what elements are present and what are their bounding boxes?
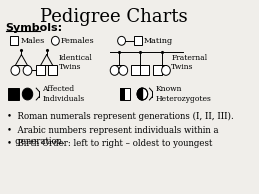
Circle shape [23,65,32,75]
Text: •  Arabic numbers represent individuals within a
   generation.: • Arabic numbers represent individuals w… [7,126,218,146]
FancyBboxPatch shape [134,36,142,45]
Text: Known
Heterozygotes: Known Heterozygotes [155,85,211,103]
FancyBboxPatch shape [153,65,162,75]
Text: Symbols:: Symbols: [6,23,63,33]
FancyBboxPatch shape [48,65,57,75]
FancyBboxPatch shape [36,65,45,75]
Polygon shape [137,88,142,100]
FancyBboxPatch shape [131,65,140,75]
Text: Mating: Mating [143,37,172,45]
Text: Identical
Twins: Identical Twins [59,54,93,71]
FancyBboxPatch shape [120,88,125,100]
FancyBboxPatch shape [120,88,130,100]
Text: Affected
Individuals: Affected Individuals [42,85,85,103]
Circle shape [52,36,59,45]
Circle shape [162,65,170,75]
Circle shape [110,65,119,75]
Text: •  Roman numerals represent generations (I, II, III).: • Roman numerals represent generations (… [7,112,233,121]
Circle shape [11,65,20,75]
FancyBboxPatch shape [140,65,149,75]
Circle shape [119,65,128,75]
Text: Pedigree Charts: Pedigree Charts [40,8,188,26]
Text: •  Birth Order: left to right – oldest to youngest: • Birth Order: left to right – oldest to… [7,139,212,148]
Circle shape [137,88,148,100]
FancyBboxPatch shape [10,36,18,45]
Text: Males: Males [20,37,45,45]
Text: Females: Females [61,37,94,45]
Text: Fraternal
Twins: Fraternal Twins [171,54,207,71]
Circle shape [22,88,33,100]
FancyBboxPatch shape [8,88,19,100]
Circle shape [118,36,125,45]
